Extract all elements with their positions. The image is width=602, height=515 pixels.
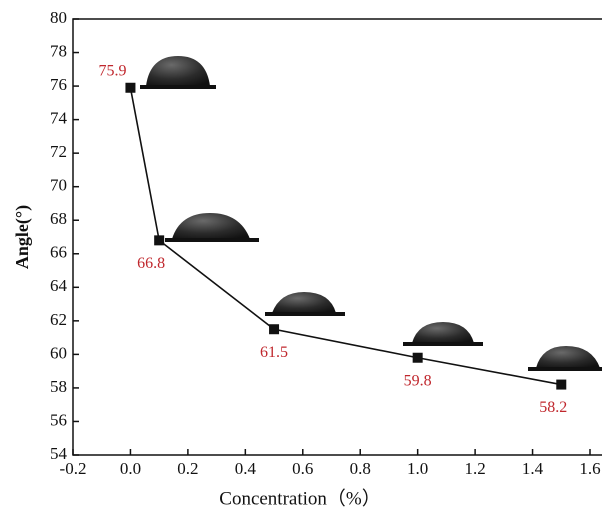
x-tick-label: 1.0 [407,459,428,478]
y-tick-label: 76 [50,75,67,94]
y-tick-label: 60 [50,343,67,362]
point [269,324,280,335]
y-tick-label: 72 [50,142,67,161]
x-tick-label: 0.4 [235,459,257,478]
point [125,82,136,93]
x-tick-label: 1.6 [579,459,600,478]
data-label: 59.8 [404,372,432,389]
data-label: 75.9 [98,62,126,79]
droplets [140,56,602,371]
x-axis-label: Concentration（%） [219,487,380,509]
y-tick-label: 78 [50,41,67,60]
y-tick-label: 80 [50,8,67,27]
x-tick-label: 1.2 [464,459,485,478]
y-tick-label: 74 [50,109,68,128]
x-tick-label: 0.2 [177,459,198,478]
x-tick-label: 0.8 [350,459,371,478]
y-tick-label: 62 [50,310,67,329]
data-label: 66.8 [137,255,165,272]
data-label: 58.2 [539,399,567,416]
x-tick-label: 1.4 [522,459,544,478]
y-tick-label: 58 [50,377,67,396]
point [556,379,567,390]
data-label: 61.5 [260,344,288,361]
y-axis-label: Angle(°) [12,205,33,269]
point [412,352,423,363]
x-tick-label: -0.2 [60,459,87,478]
y-tick-label: 56 [50,410,67,429]
y-tick-label: 64 [50,276,68,295]
y-tick-label: 68 [50,209,67,228]
y-tick-label: 54 [50,444,68,463]
plot-frame [72,18,602,456]
point [154,235,165,246]
x-tick-label: 0.6 [292,459,313,478]
y-tick-label: 70 [50,176,67,195]
y-tick-label: 66 [50,243,67,262]
x-tick-label: 0.0 [120,459,141,478]
